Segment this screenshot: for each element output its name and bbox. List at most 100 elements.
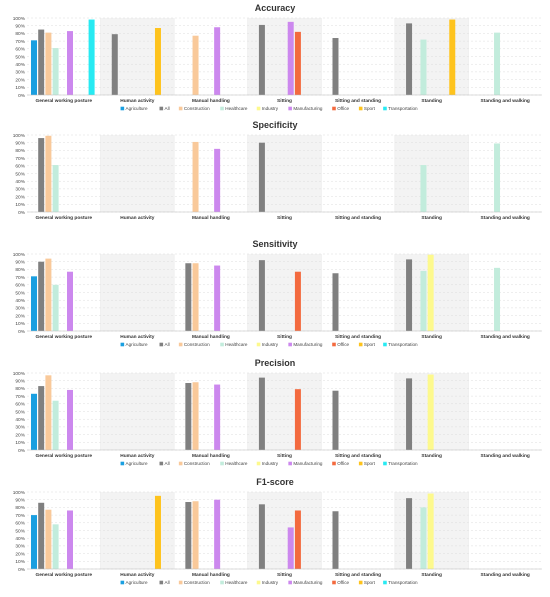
y-tick-label: 70% — [15, 513, 25, 519]
x-category-label: Standing and walking — [481, 572, 530, 578]
bar-healthcare-standing-and-walking — [494, 32, 501, 95]
chart-title: Specificity — [252, 120, 297, 130]
bar-agriculture-general-working-posture — [31, 40, 37, 95]
y-tick-label: 20% — [15, 77, 25, 83]
x-category-label: Human activity — [120, 453, 154, 459]
legend-label-industry: Industry — [262, 580, 279, 585]
legend-label-manufacturing: Manufacturing — [293, 461, 323, 466]
bar-construction-general-working-posture — [45, 135, 52, 212]
x-category-label: General working posture — [36, 453, 93, 459]
x-category-label: Human activity — [120, 334, 154, 340]
x-category-label: Sitting — [277, 453, 292, 459]
legend-swatch-office — [332, 342, 336, 347]
y-tick-label: 0% — [18, 448, 26, 454]
y-tick-label: 100% — [13, 252, 26, 258]
chart-panel-accuracy: Accuracy 0% 10% 20%30% 40% 50%60% 70% 80%90% 100… — [13, 3, 542, 111]
bar-construction-general-working-posture — [45, 375, 52, 450]
x-category-label: Standing and walking — [481, 453, 530, 459]
bar-all-manual-handling — [185, 263, 192, 331]
y-tick-label: 20% — [15, 551, 25, 557]
x-category-label: General working posture — [36, 98, 93, 104]
x-category-label: Sitting and standing — [335, 334, 381, 340]
bar-all-general-working-posture — [38, 138, 45, 212]
bar-agriculture-general-working-posture — [31, 393, 37, 450]
bar-manufacturing-general-working-posture — [67, 510, 73, 569]
legend-label-office: Office — [337, 106, 349, 111]
bar-agriculture-general-working-posture — [31, 515, 37, 569]
legend-swatch-healthcare — [220, 106, 224, 111]
bar-all-sitting-and-standing — [332, 273, 339, 331]
legend-label-sport: Sport — [364, 580, 376, 585]
x-category-label: Sitting — [277, 334, 292, 340]
y-tick-label: 100% — [13, 16, 26, 22]
legend-label-transportation: Transportation — [388, 461, 418, 466]
legend-swatch-all — [159, 580, 164, 585]
chart-title: Precision — [255, 358, 296, 368]
y-tick-label: 10% — [15, 321, 25, 327]
bar-healthcare-standing — [420, 39, 427, 95]
bar-healthcare-general-working-posture — [52, 284, 59, 331]
y-tick-label: 90% — [15, 141, 25, 147]
bar-all-general-working-posture — [38, 29, 45, 95]
legend-label-office: Office — [337, 461, 349, 466]
legend-label-industry: Industry — [262, 342, 279, 347]
bar-office-sitting — [294, 271, 301, 331]
legend-label-office: Office — [337, 580, 349, 585]
legend-swatch-transportation — [383, 342, 387, 347]
x-category-label: Standing — [421, 98, 442, 104]
x-category-label: Manual handling — [192, 334, 230, 340]
x-category-label: Standing and walking — [481, 98, 530, 104]
chart-panel-sensitivity: Sensitivity 0% 10% 20%30% 40% 50%60% 70% 80%90%… — [13, 239, 542, 347]
y-tick-label: 80% — [15, 505, 25, 511]
x-category-label: Standing and walking — [481, 215, 530, 221]
y-tick-label: 90% — [15, 498, 25, 504]
bar-all-general-working-posture — [38, 502, 45, 569]
chart-title: Sensitivity — [252, 239, 297, 249]
legend-swatch-office — [332, 106, 336, 111]
bar-manufacturing-sitting — [287, 21, 294, 96]
y-tick-label: 30% — [15, 187, 25, 193]
legend: Agriculture All Construction Healthcare Indu… — [120, 461, 418, 466]
bar-all-sitting — [258, 260, 265, 331]
legend-swatch-office — [332, 580, 336, 585]
x-category-label: Standing — [421, 572, 442, 578]
legend-label-healthcare: Healthcare — [225, 342, 248, 347]
chart-panel-f1-score: F1-score 0% 10% 20%30% 40% 50%60% 70% 80%90% 100… — [13, 477, 542, 585]
legend-label-sport: Sport — [364, 461, 376, 466]
legend-swatch-construction — [178, 461, 183, 466]
legend-swatch-industry — [256, 461, 261, 466]
legend-label-agriculture: Agriculture — [126, 461, 148, 466]
x-category-label: Sitting and standing — [335, 572, 381, 578]
legend-label-manufacturing: Manufacturing — [293, 580, 323, 585]
legend-swatch-agriculture — [120, 461, 125, 466]
y-tick-label: 60% — [15, 47, 25, 53]
legend-swatch-sport — [358, 461, 363, 466]
bar-sport-human-activity — [154, 495, 161, 569]
legend-swatch-all — [159, 342, 164, 347]
bar-all-sitting — [258, 24, 265, 95]
legend-label-construction: Construction — [184, 342, 210, 347]
legend-label-industry: Industry — [262, 106, 279, 111]
legend-swatch-industry — [256, 106, 261, 111]
y-tick-label: 0% — [18, 210, 26, 216]
legend-label-sport: Sport — [364, 106, 376, 111]
bar-construction-general-working-posture — [45, 32, 52, 95]
y-tick-label: 80% — [15, 267, 25, 273]
legend-label-transportation: Transportation — [388, 580, 418, 585]
y-tick-label: 70% — [15, 394, 25, 400]
bar-all-human-activity — [111, 34, 118, 95]
bar-all-standing — [406, 259, 413, 331]
bar-healthcare-standing — [420, 507, 427, 569]
y-tick-label: 50% — [15, 409, 25, 415]
legend-swatch-sport — [358, 106, 363, 111]
y-tick-label: 50% — [15, 54, 25, 60]
y-tick-label: 40% — [15, 417, 25, 423]
y-tick-label: 20% — [15, 432, 25, 438]
x-category-label: Sitting — [277, 215, 292, 221]
legend-swatch-office — [332, 461, 336, 466]
legend-label-manufacturing: Manufacturing — [293, 342, 323, 347]
bar-sport-human-activity — [154, 28, 161, 95]
legend-label-healthcare: Healthcare — [225, 461, 248, 466]
y-tick-label: 70% — [15, 275, 25, 281]
